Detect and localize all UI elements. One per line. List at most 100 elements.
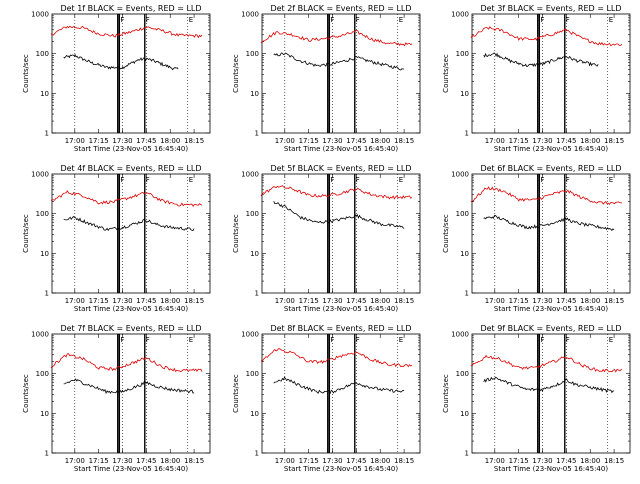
x-tick-label: 17:45: [136, 457, 156, 465]
y-axis-label: Counts/sec: [22, 214, 30, 253]
y-axis-label: Counts/sec: [232, 54, 240, 93]
y-tick-label: 1000: [31, 171, 49, 179]
y-tick-label: 10: [40, 90, 49, 98]
plot-frame: [51, 173, 211, 294]
bracket-label: E: [609, 16, 613, 24]
events-series-line: [483, 376, 615, 394]
y-tick-label: 100: [246, 50, 259, 58]
x-axis-label: Start Time (23-Nov-05 16:45:40): [284, 465, 398, 473]
y-tick-label: 1: [255, 450, 259, 458]
x-axis-label: Start Time (23-Nov-05 16:45:40): [74, 145, 188, 153]
x-tick-label: 17:45: [136, 297, 156, 305]
x-tick-label: 17:30: [322, 297, 342, 305]
panel-det-5f: Det 5f BLACK = Events, RED = LLD 1 10 100 10…: [232, 164, 421, 313]
panel-det-7f: Det 7f BLACK = Events, RED = LLD 1 10 100 10…: [22, 324, 211, 473]
panel-det-1f: Det 1f BLACK = Events, RED = LLD 1 10 100 10…: [22, 4, 211, 153]
bracket-label: F: [540, 16, 544, 24]
x-tick-label: 17:30: [322, 457, 342, 465]
y-axis-label: Counts/sec: [232, 214, 240, 253]
panel-title: Det 9f BLACK = Events, RED = LLD: [480, 324, 621, 333]
y-tick-label: 10: [250, 410, 259, 418]
y-tick-label: 100: [246, 370, 259, 378]
x-axis-label: Start Time (23-Nov-05 16:45:40): [284, 305, 398, 313]
x-tick-label: 18:15: [184, 457, 204, 465]
x-tick-label: 18:00: [160, 457, 180, 465]
bracket-label: F: [120, 16, 124, 24]
y-axis-label: Counts/sec: [22, 54, 30, 93]
y-tick-label: 10: [460, 250, 469, 258]
x-tick-label: 17:45: [346, 297, 366, 305]
events-series-line: [63, 215, 195, 232]
events-series-line: [483, 52, 599, 67]
events-series-line: [273, 376, 405, 395]
bracket-label: F: [146, 176, 150, 184]
x-tick-label: 17:30: [112, 137, 132, 145]
lld-series-line: [50, 353, 203, 373]
y-tick-label: 1000: [241, 331, 259, 339]
x-axis-label: Start Time (23-Nov-05 16:45:40): [494, 145, 608, 153]
y-tick-label: 100: [456, 370, 469, 378]
y-axis-label: Counts/sec: [232, 374, 240, 413]
y-tick-label: 1000: [451, 11, 469, 19]
plot-frame: [261, 173, 421, 294]
bracket-label: F: [566, 16, 570, 24]
panel-title: Det 1f BLACK = Events, RED = LLD: [60, 4, 201, 13]
y-tick-label: 1: [255, 130, 259, 138]
x-tick-label: 17:45: [556, 137, 576, 145]
bracket-label: E: [609, 336, 613, 344]
x-tick-label: 18:15: [394, 137, 414, 145]
events-series-line: [63, 378, 195, 395]
x-axis-label: Start Time (23-Nov-05 16:45:40): [284, 145, 398, 153]
x-tick-label: 18:00: [580, 457, 600, 465]
lld-series-line: [260, 348, 413, 368]
x-tick-label: 17:00: [485, 297, 505, 305]
y-tick-label: 1: [465, 130, 469, 138]
x-tick-label: 17:00: [65, 137, 85, 145]
y-tick-label: 10: [40, 410, 49, 418]
y-tick-label: 1000: [451, 331, 469, 339]
y-tick-label: 100: [36, 210, 49, 218]
y-tick-label: 1: [465, 450, 469, 458]
panel-title: Det 7f BLACK = Events, RED = LLD: [60, 324, 201, 333]
events-series-line: [483, 214, 615, 232]
y-tick-label: 100: [36, 370, 49, 378]
x-tick-label: 18:00: [370, 137, 390, 145]
panel-det-6f: Det 6f BLACK = Events, RED = LLD 1 10 100 10…: [442, 164, 631, 313]
x-axis-label: Start Time (23-Nov-05 16:45:40): [494, 465, 608, 473]
x-tick-label: 17:45: [136, 137, 156, 145]
x-tick-label: 18:00: [580, 137, 600, 145]
bracket-label: F: [330, 16, 334, 24]
panel-title: Det 4f BLACK = Events, RED = LLD: [60, 164, 201, 173]
bracket-label: F: [330, 176, 334, 184]
bracket-label: E: [189, 336, 193, 344]
x-tick-label: 18:15: [604, 297, 624, 305]
x-tick-label: 17:00: [275, 457, 295, 465]
panel-title: Det 2f BLACK = Events, RED = LLD: [270, 4, 411, 13]
y-tick-label: 100: [246, 210, 259, 218]
plot-frame: [51, 13, 211, 134]
bracket-label: F: [356, 176, 360, 184]
x-tick-label: 18:00: [580, 297, 600, 305]
lld-series-line: [50, 25, 203, 39]
y-tick-label: 1: [45, 450, 49, 458]
bracket-label: E: [189, 16, 193, 24]
y-axis-label: Counts/sec: [442, 374, 450, 413]
y-axis-label: Counts/sec: [442, 214, 450, 253]
x-tick-label: 17:45: [346, 457, 366, 465]
x-tick-label: 17:15: [509, 457, 529, 465]
plot-frame: [471, 173, 631, 294]
x-tick-label: 18:15: [604, 137, 624, 145]
events-series-line: [63, 53, 179, 71]
x-tick-label: 17:15: [509, 297, 529, 305]
x-tick-label: 18:00: [160, 297, 180, 305]
x-tick-label: 18:15: [604, 457, 624, 465]
x-tick-label: 17:45: [556, 457, 576, 465]
y-tick-label: 1: [45, 130, 49, 138]
y-tick-label: 1000: [31, 331, 49, 339]
bracket-label: F: [120, 176, 124, 184]
x-tick-label: 17:15: [299, 457, 319, 465]
x-tick-label: 17:15: [299, 297, 319, 305]
panel-det-8f: Det 8f BLACK = Events, RED = LLD 1 10 100 10…: [232, 324, 421, 473]
bracket-label: E: [399, 176, 403, 184]
